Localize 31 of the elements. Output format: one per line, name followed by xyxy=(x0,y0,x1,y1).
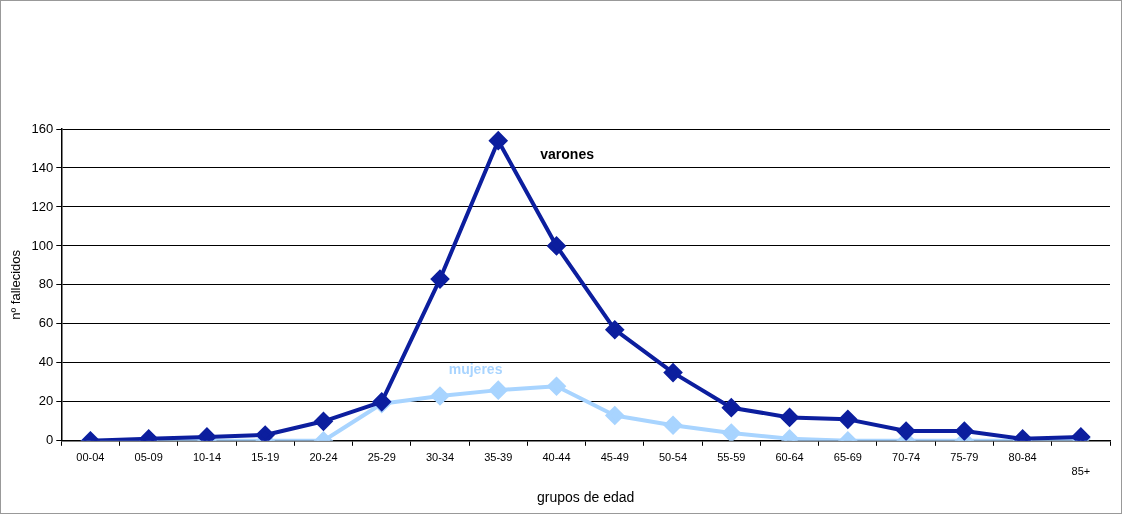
x-tick-label: 40-44 xyxy=(542,451,571,464)
series-label: mujeres xyxy=(448,361,503,378)
y-tick-label: 140 xyxy=(31,159,54,175)
x-tick-label: 35-39 xyxy=(484,451,513,464)
x-tick-label: 50-54 xyxy=(658,451,688,464)
x-tick-label: 85+ xyxy=(1071,464,1091,477)
y-tick-label: 20 xyxy=(38,393,54,409)
y-tick-label: 0 xyxy=(46,432,54,448)
x-tick-label: 10-14 xyxy=(192,451,222,464)
x-tick-label: 20-24 xyxy=(309,451,338,464)
x-tick-label: 05-09 xyxy=(134,451,163,464)
y-tick-label: 80 xyxy=(38,276,54,292)
y-tick-label: 60 xyxy=(38,315,54,331)
y-tick-label: 120 xyxy=(31,198,54,214)
x-tick-label: 70-74 xyxy=(892,451,921,464)
x-tick-label: 80-84 xyxy=(1008,451,1037,464)
x-tick-label: 00-04 xyxy=(76,451,105,464)
y-tick-label: 160 xyxy=(31,120,54,136)
x-tick-label: 60-64 xyxy=(775,451,804,464)
y-tick-label: 100 xyxy=(31,237,54,253)
x-tick-label: 65-69 xyxy=(833,451,862,464)
series-label: varones xyxy=(540,145,595,162)
x-axis-title: grupos de edad xyxy=(536,489,635,506)
x-tick-label: 75-79 xyxy=(950,451,979,464)
x-tick-label: 15-19 xyxy=(251,451,280,464)
y-axis-title: nº fallecidos xyxy=(8,249,24,320)
x-tick-label: 45-49 xyxy=(600,451,629,464)
x-tick-label: 55-59 xyxy=(717,451,746,464)
y-tick-label: 40 xyxy=(38,354,54,370)
x-tick-label: 25-29 xyxy=(367,451,396,464)
x-tick-label: 30-34 xyxy=(425,451,455,464)
